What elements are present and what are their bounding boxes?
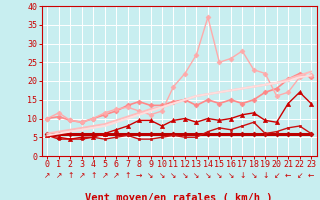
Text: ↘: ↘ (147, 171, 154, 180)
Text: ↓: ↓ (262, 171, 268, 180)
Text: ↘: ↘ (159, 171, 165, 180)
Text: ↘: ↘ (182, 171, 188, 180)
Text: ↗: ↗ (56, 171, 62, 180)
Text: ↗: ↗ (44, 171, 51, 180)
Text: ←: ← (285, 171, 291, 180)
Text: ↘: ↘ (216, 171, 222, 180)
Text: ↙: ↙ (296, 171, 303, 180)
Text: ↘: ↘ (205, 171, 211, 180)
Text: ↑: ↑ (90, 171, 96, 180)
Text: ↑: ↑ (124, 171, 131, 180)
Text: ↘: ↘ (170, 171, 177, 180)
Text: Vent moyen/en rafales ( km/h ): Vent moyen/en rafales ( km/h ) (85, 193, 273, 200)
Text: ↘: ↘ (193, 171, 200, 180)
Text: ↗: ↗ (78, 171, 85, 180)
Text: ↗: ↗ (113, 171, 119, 180)
Text: ↗: ↗ (101, 171, 108, 180)
Text: ↑: ↑ (67, 171, 74, 180)
Text: ↘: ↘ (228, 171, 234, 180)
Text: ↙: ↙ (274, 171, 280, 180)
Text: ↘: ↘ (251, 171, 257, 180)
Text: ↓: ↓ (239, 171, 245, 180)
Text: →: → (136, 171, 142, 180)
Text: ←: ← (308, 171, 314, 180)
